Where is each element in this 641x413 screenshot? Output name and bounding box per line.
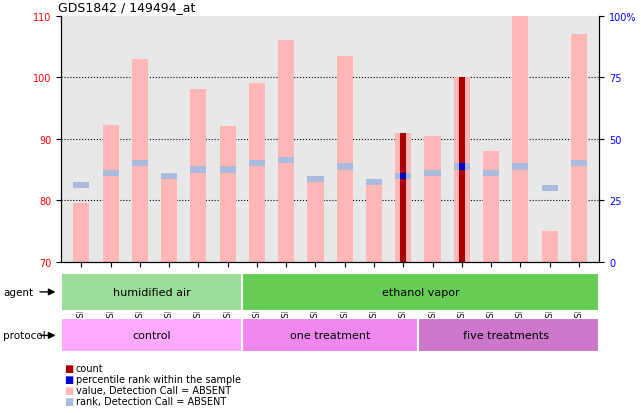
Bar [190, 167, 206, 173]
Text: percentile rank within the sample: percentile rank within the sample [76, 374, 240, 384]
Bar [401, 133, 406, 262]
Bar [570, 161, 587, 167]
Bar [542, 232, 558, 262]
Bar [483, 152, 499, 262]
Text: agent: agent [3, 287, 33, 297]
Bar [242, 319, 418, 352]
Bar [424, 170, 440, 176]
Bar [61, 273, 242, 311]
Bar [418, 319, 599, 352]
Bar [542, 185, 558, 192]
Bar [278, 41, 294, 262]
Bar [337, 57, 353, 262]
Text: rank, Detection Call = ABSENT: rank, Detection Call = ABSENT [76, 396, 226, 406]
Bar [161, 173, 177, 179]
Bar [61, 319, 242, 352]
Text: count: count [76, 363, 103, 373]
Bar [459, 78, 465, 262]
Bar [278, 158, 294, 164]
Bar [103, 170, 119, 176]
Text: ethanol vapor: ethanol vapor [382, 287, 460, 297]
Bar [161, 173, 177, 262]
Bar [366, 179, 382, 185]
Bar [249, 161, 265, 167]
Bar [190, 90, 206, 262]
Bar [395, 173, 412, 179]
Bar [103, 125, 119, 262]
Bar [454, 78, 470, 262]
Bar [459, 164, 465, 170]
Text: control: control [132, 330, 171, 341]
Text: ■: ■ [64, 385, 73, 395]
Bar [454, 164, 470, 170]
Bar [132, 161, 148, 167]
Bar [401, 173, 406, 179]
Text: ■: ■ [64, 396, 73, 406]
Bar [395, 133, 412, 262]
Bar [220, 167, 236, 173]
Bar [249, 84, 265, 262]
Text: five treatments: five treatments [463, 330, 549, 341]
Text: value, Detection Call = ABSENT: value, Detection Call = ABSENT [76, 385, 231, 395]
Text: ■: ■ [64, 374, 73, 384]
Bar [220, 127, 236, 262]
Text: protocol: protocol [3, 330, 46, 341]
Text: ■: ■ [64, 363, 73, 373]
Text: GDS1842 / 149494_at: GDS1842 / 149494_at [58, 1, 196, 14]
Bar [483, 170, 499, 176]
Bar [512, 164, 528, 170]
Bar [424, 136, 440, 262]
Bar [73, 204, 90, 262]
Bar [570, 35, 587, 262]
Bar [308, 179, 324, 262]
Text: one treatment: one treatment [290, 330, 370, 341]
Bar [366, 183, 382, 262]
Bar [308, 176, 324, 183]
Bar [242, 273, 599, 311]
Bar [337, 164, 353, 170]
Bar [132, 59, 148, 262]
Bar [73, 183, 90, 188]
Bar [512, 17, 528, 262]
Text: humidified air: humidified air [113, 287, 190, 297]
